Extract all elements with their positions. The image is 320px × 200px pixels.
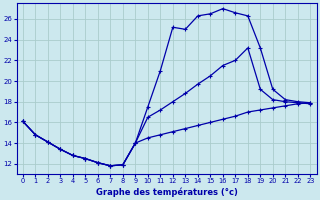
- X-axis label: Graphe des températures (°c): Graphe des températures (°c): [96, 187, 237, 197]
